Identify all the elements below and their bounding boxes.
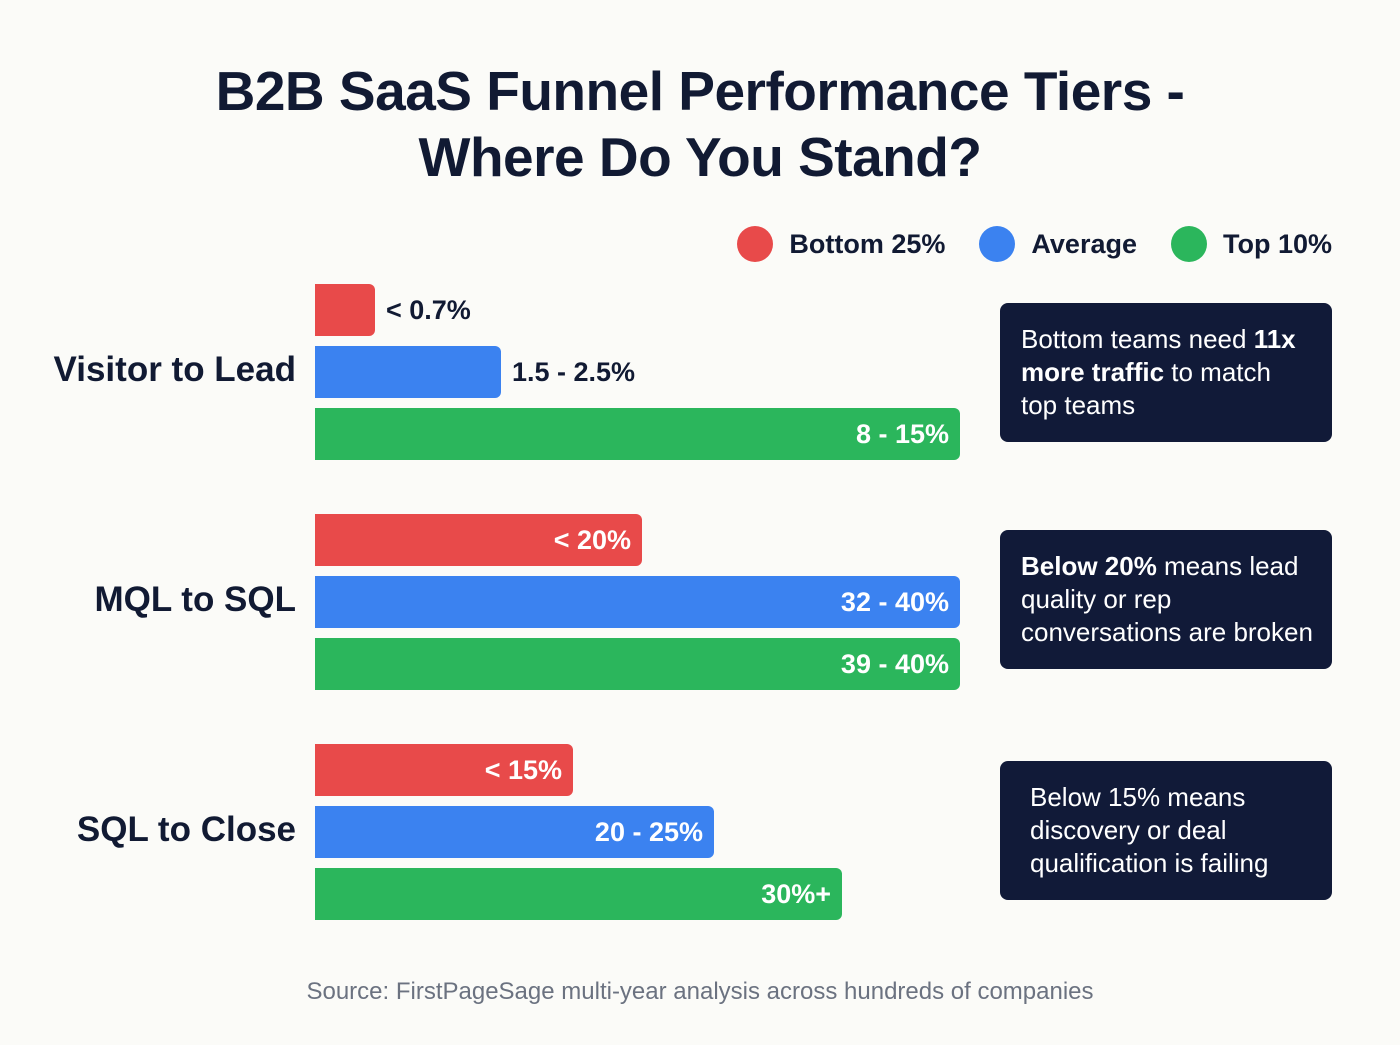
chart-title: B2B SaaS Funnel Performance Tiers - Wher…: [0, 58, 1400, 190]
bar-label-sql-to-close-top-10: 30%+: [761, 879, 831, 909]
bar-label-sql-to-close-average: 20 - 25%: [594, 817, 703, 847]
callout-text: Below 20% means lead quality or rep conv…: [1021, 550, 1314, 649]
bar-visitor-to-lead-bottom-25: [315, 284, 375, 336]
legend-item-top: Top 10%: [1170, 226, 1332, 262]
source-note: Source: FirstPageSage multi-year analysi…: [306, 978, 1094, 1005]
bar-sql-to-close-average: [315, 806, 714, 858]
legend-swatch-top: [1170, 226, 1207, 262]
callout-box-3: Below 15% means discovery or deal qualif…: [1000, 761, 1332, 900]
category-label-visitor-to-lead: Visitor to Lead: [53, 350, 296, 389]
bar-label-mql-to-sql-average: 32 - 40%: [840, 587, 949, 617]
bar-label-visitor-to-lead-top-10: 8 - 15%: [855, 419, 949, 449]
callout-text: Below 15% means discovery or deal qualif…: [1030, 781, 1314, 880]
callout-emphasis: Below 20%: [1021, 551, 1157, 581]
legend-swatch-average: [979, 226, 1016, 262]
callout-box-2: Below 20% means lead quality or rep conv…: [1000, 530, 1332, 669]
bar-label-sql-to-close-bottom-25: < 15%: [484, 755, 562, 785]
legend-swatch-bottom: [737, 226, 774, 262]
bar-sql-to-close-top-10: [315, 868, 842, 920]
bar-sql-to-close-bottom-25: [315, 744, 573, 796]
callout-text: Bottom teams need 11x more traffic to ma…: [1021, 323, 1314, 422]
bar-visitor-to-lead-average: [315, 346, 501, 398]
bar-label-mql-to-sql-top-10: 39 - 40%: [840, 649, 949, 679]
legend: Bottom 25% Average Top 10%: [703, 226, 1332, 262]
callout-box-1: Bottom teams need 11x more traffic to ma…: [1000, 303, 1332, 442]
bar-label-mql-to-sql-bottom-25: < 20%: [553, 525, 631, 555]
category-label-mql-to-sql: MQL to SQL: [94, 580, 296, 619]
bar-mql-to-sql-average: [315, 576, 960, 628]
legend-item-bottom: Bottom 25%: [737, 226, 945, 262]
callout-text-segment: Below 15% means discovery or deal qualif…: [1030, 782, 1269, 878]
bar-label-visitor-to-lead-bottom-25: < 0.7%: [386, 295, 471, 325]
callout-emphasis: 11x more traffic: [1021, 324, 1296, 387]
bar-mql-to-sql-bottom-25: [315, 514, 642, 566]
title-line-2: Where Do You Stand?: [418, 126, 982, 188]
category-label-sql-to-close: SQL to Close: [76, 810, 296, 849]
legend-label-average: Average: [1031, 228, 1137, 259]
callout-text-segment: Bottom teams need: [1021, 324, 1254, 354]
callout-text-segment: to match top teams: [1021, 357, 1271, 420]
bar-mql-to-sql-top-10: [315, 638, 960, 690]
legend-label-bottom: Bottom 25%: [789, 228, 946, 259]
callout-text-segment: means lead quality or rep conversations …: [1021, 551, 1313, 647]
legend-item-average: Average: [979, 226, 1137, 262]
legend-label-top: Top 10%: [1222, 228, 1332, 259]
title-line-1: B2B SaaS Funnel Performance Tiers -: [215, 60, 1185, 122]
bar-label-visitor-to-lead-average: 1.5 - 2.5%: [512, 357, 636, 387]
bar-visitor-to-lead-top-10: [315, 408, 960, 460]
